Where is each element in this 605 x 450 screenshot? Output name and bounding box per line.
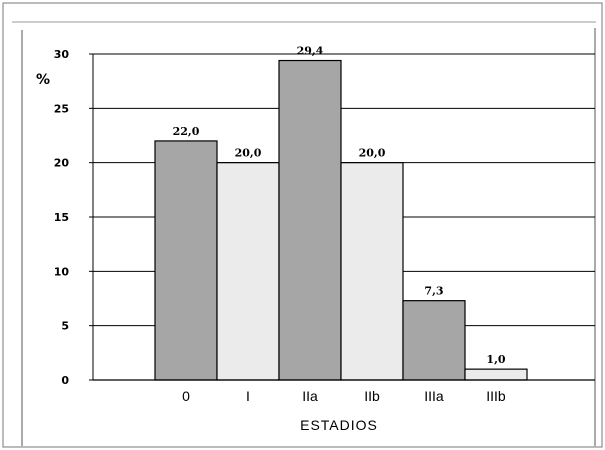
y-tick-label: 5 — [61, 320, 69, 333]
y-tick-label: 0 — [61, 374, 69, 387]
bar — [402, 300, 466, 381]
bar — [340, 162, 404, 381]
bars — [154, 59, 528, 381]
data-label: 20,0 — [235, 147, 262, 160]
y-tick-labels: 0 5 10 15 20 25 30 — [54, 48, 70, 387]
y-axis-title: % — [36, 72, 50, 88]
x-tick-label: I — [246, 388, 250, 404]
data-label: 7,3 — [424, 285, 443, 298]
data-label: 22,0 — [173, 125, 200, 138]
bar — [464, 368, 528, 381]
data-labels: 22,0 20,0 29,4 20,0 7,3 1,0 — [173, 45, 506, 367]
data-label: 29,4 — [297, 45, 324, 58]
y-tick-label: 15 — [54, 211, 69, 224]
bar — [154, 140, 218, 381]
x-tick-label: IIIb — [486, 388, 506, 404]
x-tick-labels: 0 I IIa IIb IIIa IIIb — [182, 388, 506, 404]
x-tick-label: 0 — [182, 388, 190, 404]
axes — [89, 53, 595, 381]
x-tick-label: IIa — [302, 388, 318, 404]
data-label: 20,0 — [359, 147, 386, 160]
y-tick-label: 25 — [54, 102, 69, 115]
x-tick-label: IIIa — [424, 388, 444, 404]
y-tick-label: 10 — [54, 265, 70, 278]
y-tick-label: 20 — [54, 157, 70, 170]
bar — [278, 59, 342, 381]
x-axis-title: ESTADIOS — [300, 417, 378, 433]
bar — [216, 162, 280, 381]
x-tick-label: IIb — [364, 388, 380, 404]
y-tick-label: 30 — [54, 48, 70, 61]
data-label: 1,0 — [486, 353, 505, 366]
